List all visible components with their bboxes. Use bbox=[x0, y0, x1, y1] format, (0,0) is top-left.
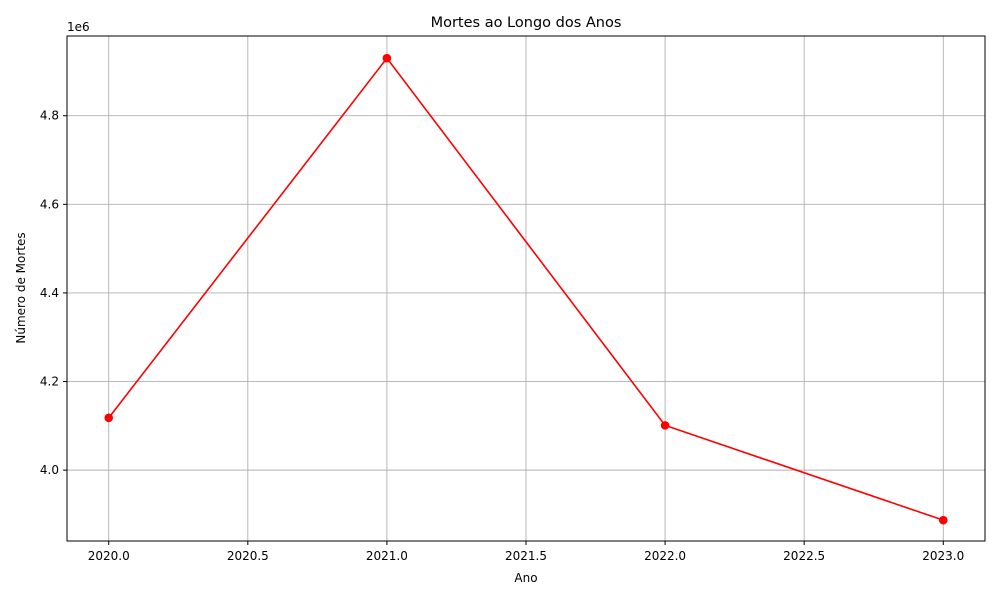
grid-lines bbox=[67, 36, 985, 541]
x-tick-label: 2022.0 bbox=[644, 549, 686, 563]
series-layer bbox=[104, 53, 948, 525]
x-tick-label: 2022.5 bbox=[783, 549, 825, 563]
data-point-marker bbox=[104, 413, 114, 423]
y-offset-label: 1e6 bbox=[67, 20, 90, 34]
series-line bbox=[108, 56, 944, 521]
axis-ticks: 2020.0 2020.5 2021.0 2021.5 2022.0 2022.5 2023… bbox=[40, 109, 964, 563]
y-tick-label: 4.6 bbox=[40, 197, 59, 211]
x-tick-label: 2020.0 bbox=[88, 549, 130, 563]
y-tick-label: 4.4 bbox=[40, 286, 59, 300]
data-point-marker bbox=[938, 515, 948, 525]
data-point-marker bbox=[660, 421, 670, 430]
y-tick-label: 4.0 bbox=[40, 463, 59, 477]
x-tick-label: 2021.0 bbox=[366, 549, 408, 563]
x-tick-label: 2020.5 bbox=[227, 549, 269, 563]
chart-title: Mortes ao Longo dos Anos bbox=[431, 15, 622, 31]
x-axis-label: Ano bbox=[514, 571, 537, 585]
y-tick-label: 4.8 bbox=[40, 109, 59, 123]
y-axis-label: Número de Mortes bbox=[14, 232, 28, 343]
x-tick-label: 2021.5 bbox=[505, 549, 547, 563]
data-point-marker bbox=[382, 53, 392, 63]
x-tick-label: 2023.0 bbox=[922, 549, 964, 563]
y-tick-label: 4.2 bbox=[40, 375, 59, 389]
